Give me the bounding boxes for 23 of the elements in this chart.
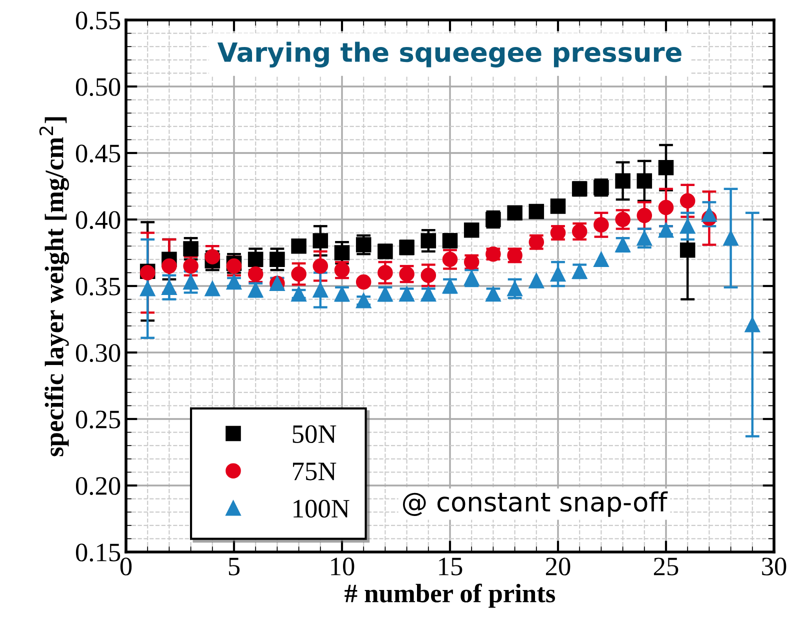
x-tick-label: 10 — [331, 558, 354, 576]
x-tick-label: 30 — [762, 558, 786, 576]
x-tick-label: 25 — [654, 558, 678, 576]
legend-label: 100N — [294, 500, 350, 518]
y-tick-label: 0.35 — [76, 278, 120, 296]
x-tick-label: 20 — [546, 558, 570, 576]
y-axis-title: specific layer weight [mg/cm$^{2}$] — [39, 117, 69, 456]
x-axis-title: # number of prints — [344, 584, 556, 608]
y-tick-label: 0.20 — [76, 477, 120, 496]
x-tick-label: 5 — [228, 558, 240, 576]
annotation: @ constant snap-off — [402, 491, 668, 517]
text: Varying the squeegee pressure — [217, 42, 682, 68]
y-tick-label: 0.55 — [76, 12, 120, 30]
x-tick-label: 15 — [439, 558, 462, 576]
y-tick-label: 0.45 — [76, 144, 120, 163]
y-tick-label: 0.30 — [76, 344, 120, 362]
legend-label: 75N — [293, 462, 336, 480]
legend-label: 50N — [292, 425, 336, 444]
y-tick-label: 0.50 — [76, 78, 120, 96]
y-tick-label: 0.15 — [76, 544, 120, 562]
x-tick-label: 0 — [120, 558, 132, 576]
y-tick-label: 0.40 — [76, 211, 120, 230]
y-tick-label: 0.25 — [76, 410, 120, 429]
